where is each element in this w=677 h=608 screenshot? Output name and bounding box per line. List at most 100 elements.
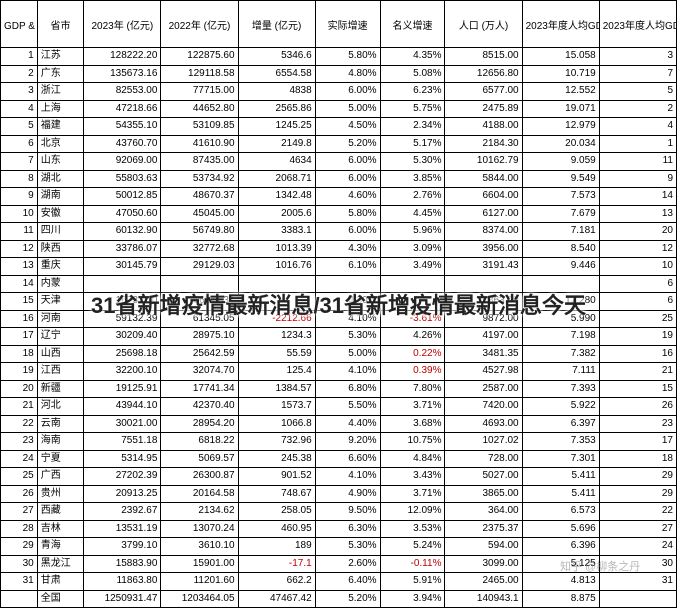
cell: 1363.00 (445, 293, 522, 311)
table-row: 26贵州20913.2520164.58748.674.90%3.71%3865… (1, 485, 677, 503)
cell: 5.00% (315, 345, 380, 363)
cell: 9.446 (522, 258, 599, 276)
cell: 13 (599, 205, 676, 223)
cell: 10 (1, 205, 38, 223)
cell: 2134.62 (161, 503, 238, 521)
cell: 32200.10 (84, 363, 161, 381)
table-row: 5福建54355.1053109.851245.254.50%2.34%4188… (1, 118, 677, 136)
cell: 31 (599, 573, 676, 591)
cell: 8374.00 (445, 223, 522, 241)
cell: 江苏 (37, 48, 84, 66)
table-row: 3浙江82553.0077715.0048386.00%6.23%6577.00… (1, 83, 677, 101)
cell: 20 (599, 223, 676, 241)
cell: 6.00% (315, 223, 380, 241)
table-header-row: GDP & 人均GDP排名省市2023年 (亿元)2022年 (亿元)增量 (亿… (1, 1, 677, 48)
cell: 10162.79 (445, 153, 522, 171)
cell: 5.922 (522, 398, 599, 416)
cell: 3 (1, 83, 38, 101)
cell: 12.280 (522, 293, 599, 311)
cell: -3.61% (380, 310, 445, 328)
cell: 3956.00 (445, 240, 522, 258)
cell: 6577.00 (445, 83, 522, 101)
table-row: 16河南59132.3961345.05-2212.664.10%-3.61%9… (1, 310, 677, 328)
cell: 45045.00 (161, 205, 238, 223)
cell: 2475.89 (445, 100, 522, 118)
cell: 11 (1, 223, 38, 241)
table-row: 17辽宁30209.4028975.101234.35.30%4.26%4197… (1, 328, 677, 346)
cell: 9.50% (315, 503, 380, 521)
cell: 2.60% (315, 555, 380, 573)
cell: 29 (599, 468, 676, 486)
cell: 4.80% (315, 65, 380, 83)
cell: 6.60% (315, 450, 380, 468)
cell: 上海 (37, 100, 84, 118)
table-row: 8湖北55803.6353734.922068.716.00%3.85%5844… (1, 170, 677, 188)
cell: 17 (599, 433, 676, 451)
cell: 5.20% (315, 590, 380, 608)
cell: 宁夏 (37, 450, 84, 468)
cell: 浙江 (37, 83, 84, 101)
cell: 陕西 (37, 240, 84, 258)
cell: 23 (1, 433, 38, 451)
cell: 海南 (37, 433, 84, 451)
cell: 3.94% (380, 590, 445, 608)
table-row: 29青海3799.103610.101895.30%5.24%594.006.3… (1, 538, 677, 556)
cell: 364.00 (445, 503, 522, 521)
cell: 7.393 (522, 380, 599, 398)
cell: 31 (1, 573, 38, 591)
table-row: 14内蒙6 (1, 275, 677, 293)
table-row: 20新疆19125.9117741.341384.576.80%7.80%258… (1, 380, 677, 398)
cell: 20913.25 (84, 485, 161, 503)
cell: 15.058 (522, 48, 599, 66)
cell: 1342.48 (238, 188, 315, 206)
cell: 9.549 (522, 170, 599, 188)
cell: 2 (1, 65, 38, 83)
cell: 12656.80 (445, 65, 522, 83)
cell: 19 (1, 363, 38, 381)
watermark: 知乎 @柳条之丹 (560, 558, 640, 574)
cell: 7.181 (522, 223, 599, 241)
cell: 5844.00 (445, 170, 522, 188)
cell: 5.75% (380, 100, 445, 118)
table-row: 全国1250931.471203464.0547467.425.20%3.94%… (1, 590, 677, 608)
cell: 青海 (37, 538, 84, 556)
cell: 16 (599, 345, 676, 363)
cell: 10.719 (522, 65, 599, 83)
cell: 135673.16 (84, 65, 161, 83)
cell: 662.2 (238, 573, 315, 591)
table-row: 22云南30021.0028954.201066.84.40%3.68%4693… (1, 415, 677, 433)
cell: 3.71% (380, 398, 445, 416)
col-7: 人口 (万人) (445, 1, 522, 48)
cell: 5069.57 (161, 450, 238, 468)
cell: 12.09% (380, 503, 445, 521)
cell: 20 (1, 380, 38, 398)
cell: 732.96 (238, 433, 315, 451)
cell: 11201.60 (161, 573, 238, 591)
cell: 30145.79 (84, 258, 161, 276)
cell: 4.40% (315, 415, 380, 433)
cell: 3610.10 (161, 538, 238, 556)
table-row: 12陕西33786.0732772.681013.394.30%3.09%395… (1, 240, 677, 258)
cell: 6.10% (315, 258, 380, 276)
cell: 5.91% (380, 573, 445, 591)
cell: 53734.92 (161, 170, 238, 188)
cell: 6.30% (315, 520, 380, 538)
col-9: 2023年度人均GDP排名 (599, 1, 676, 48)
cell: 26300.87 (161, 468, 238, 486)
cell: 728.00 (445, 450, 522, 468)
cell: 54355.10 (84, 118, 161, 136)
cell: 内蒙 (37, 275, 84, 293)
cell: 4.10% (315, 363, 380, 381)
cell: 吉林 (37, 520, 84, 538)
cell: 6554.58 (238, 65, 315, 83)
cell (84, 275, 161, 293)
cell (161, 275, 238, 293)
table-row: 19江西32200.1032074.70125.44.10%0.39%4527.… (1, 363, 677, 381)
cell: 129118.58 (161, 65, 238, 83)
cell: 5027.00 (445, 468, 522, 486)
cell: 25 (1, 468, 38, 486)
cell: 9872.00 (445, 310, 522, 328)
cell: 10 (599, 258, 676, 276)
cell: 460.95 (238, 520, 315, 538)
col-4: 增量 (亿元) (238, 1, 315, 48)
